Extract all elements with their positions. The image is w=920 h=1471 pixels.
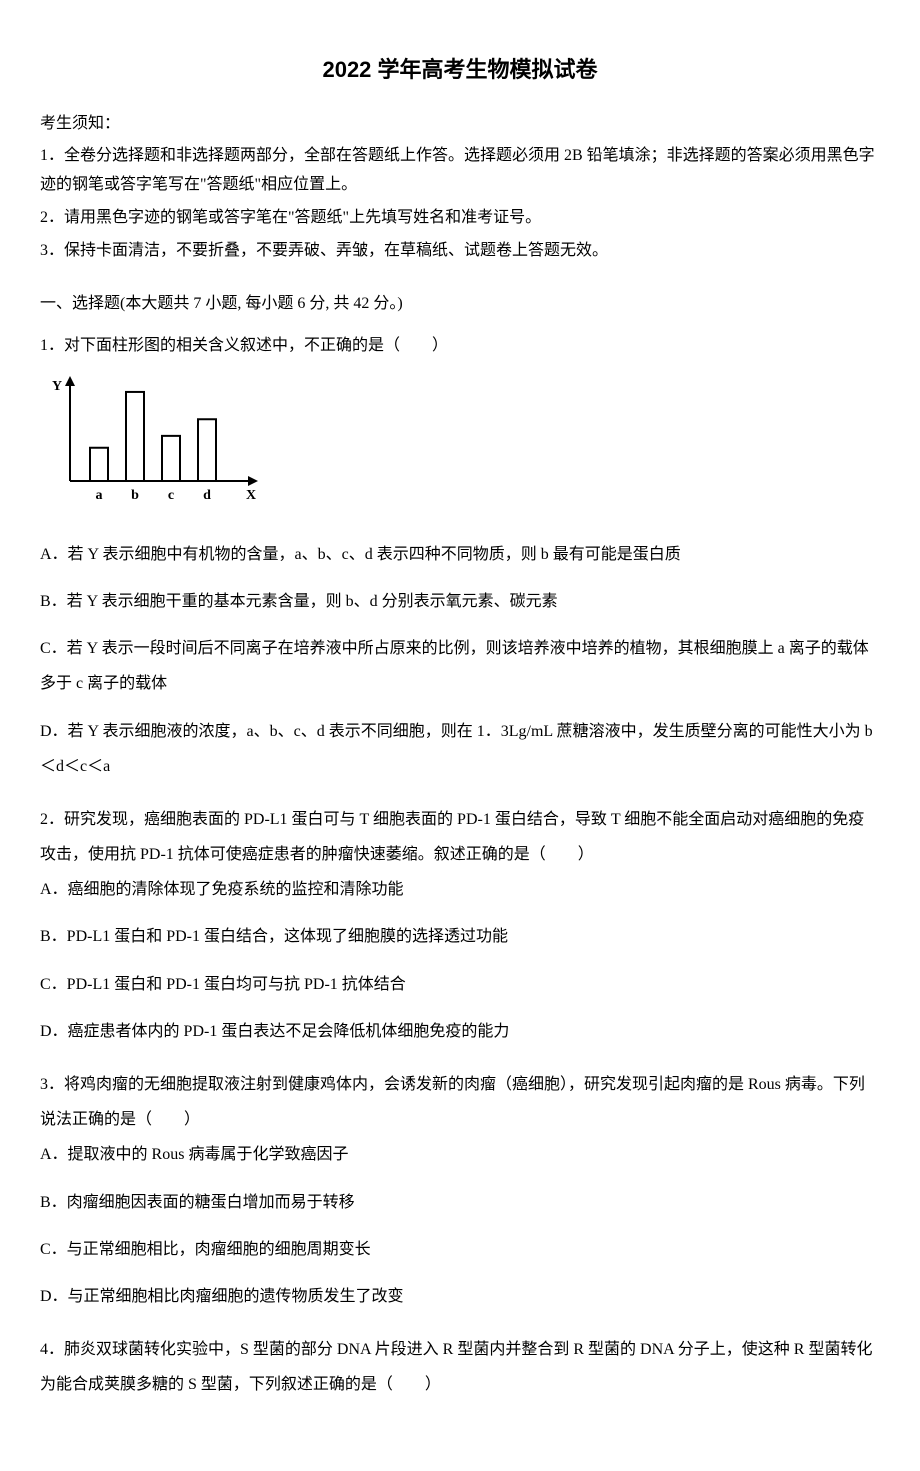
question-1-option-b: B．若 Y 表示细胞干重的基本元素含量，则 b、d 分别表示氧元素、碳元素 bbox=[40, 584, 880, 619]
question-4: 4．肺炎双球菌转化实验中，S 型菌的部分 DNA 片段进入 R 型菌内并整合到 … bbox=[40, 1332, 880, 1402]
question-1-option-a: A．若 Y 表示细胞中有机物的含量，a、b、c、d 表示四种不同物质，则 b 最… bbox=[40, 537, 880, 572]
question-1: 1．对下面柱形图的相关含义叙述中，不正确的是（ ） Y Xa b c d A．若 Y 表… bbox=[40, 328, 880, 784]
notice-item-3: 3．保持卡面清洁，不要折叠，不要弄破、弄皱，在草稿纸、试题卷上答题无效。 bbox=[40, 237, 880, 266]
question-2-option-b: B．PD-L1 蛋白和 PD-1 蛋白结合，这体现了细胞膜的选择透过功能 bbox=[40, 919, 880, 954]
svg-text:a: a bbox=[96, 488, 103, 503]
question-1-option-d: D．若 Y 表示细胞液的浓度，a、b、c、d 表示不同细胞，则在 1．3Lg/m… bbox=[40, 714, 880, 784]
notice-item-2: 2．请用黑色字迹的钢笔或答字笔在"答题纸"上先填写姓名和准考证号。 bbox=[40, 204, 880, 233]
svg-text:b: b bbox=[131, 488, 139, 503]
notice-block: 考生须知： 1．全卷分选择题和非选择题两部分，全部在答题纸上作答。选择题必须用 … bbox=[40, 110, 880, 266]
question-3-option-b: B．肉瘤细胞因表面的糖蛋白增加而易于转移 bbox=[40, 1185, 880, 1220]
question-3-option-c: C．与正常细胞相比，肉瘤细胞的细胞周期变长 bbox=[40, 1232, 880, 1267]
question-2-option-a: A．癌细胞的清除体现了免疫系统的监控和清除功能 bbox=[40, 872, 880, 907]
notice-item-1: 1．全卷分选择题和非选择题两部分，全部在答题纸上作答。选择题必须用 2B 铅笔填… bbox=[40, 142, 880, 200]
question-3-option-d: D．与正常细胞相比肉瘤细胞的遗传物质发生了改变 bbox=[40, 1279, 880, 1314]
question-1-option-c: C．若 Y 表示一段时间后不同离子在培养液中所占原来的比例，则该培养液中培养的植… bbox=[40, 631, 880, 701]
question-4-stem: 4．肺炎双球菌转化实验中，S 型菌的部分 DNA 片段进入 R 型菌内并整合到 … bbox=[40, 1332, 880, 1402]
question-3-stem: 3．将鸡肉瘤的无细胞提取液注射到健康鸡体内，会诱发新的肉瘤（癌细胞），研究发现引… bbox=[40, 1067, 880, 1137]
question-3-option-a: A．提取液中的 Rous 病毒属于化学致癌因子 bbox=[40, 1137, 880, 1172]
page-title: 2022 学年高考生物模拟试卷 bbox=[40, 50, 880, 90]
question-1-stem: 1．对下面柱形图的相关含义叙述中，不正确的是（ ） bbox=[40, 328, 880, 363]
bar-chart-svg: Y Xa b c d bbox=[40, 376, 260, 506]
question-3: 3．将鸡肉瘤的无细胞提取液注射到健康鸡体内，会诱发新的肉瘤（癌细胞），研究发现引… bbox=[40, 1067, 880, 1314]
svg-text:X: X bbox=[246, 488, 256, 503]
svg-text:c: c bbox=[168, 488, 174, 503]
question-2-stem: 2．研究发现，癌细胞表面的 PD-L1 蛋白可与 T 细胞表面的 PD-1 蛋白… bbox=[40, 802, 880, 872]
svg-text:Y: Y bbox=[52, 379, 62, 394]
section-1-header: 一、选择题(本大题共 7 小题, 每小题 6 分, 共 42 分。) bbox=[40, 290, 880, 319]
svg-text:d: d bbox=[203, 488, 211, 503]
question-2: 2．研究发现，癌细胞表面的 PD-L1 蛋白可与 T 细胞表面的 PD-1 蛋白… bbox=[40, 802, 880, 1049]
question-2-option-d: D．癌症患者体内的 PD-1 蛋白表达不足会降低机体细胞免疫的能力 bbox=[40, 1014, 880, 1049]
notice-header: 考生须知： bbox=[40, 110, 880, 139]
question-2-option-c: C．PD-L1 蛋白和 PD-1 蛋白均可与抗 PD-1 抗体结合 bbox=[40, 967, 880, 1002]
question-1-chart: Y Xa b c d bbox=[40, 376, 880, 519]
